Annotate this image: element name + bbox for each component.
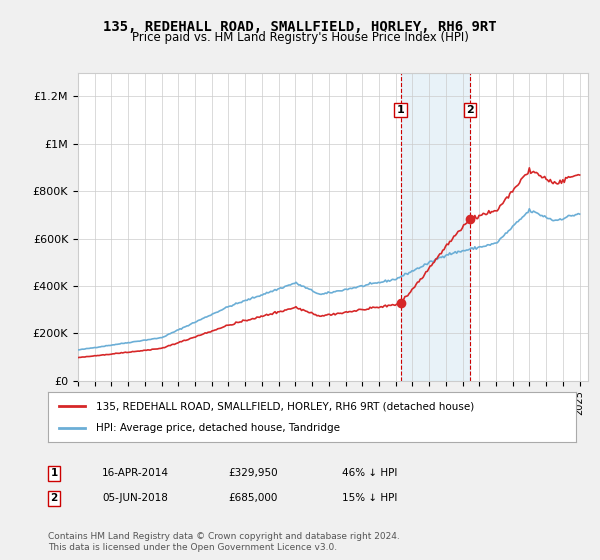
Text: 1: 1 xyxy=(397,105,404,115)
Text: HPI: Average price, detached house, Tandridge: HPI: Average price, detached house, Tand… xyxy=(95,423,340,433)
Text: 2: 2 xyxy=(466,105,473,115)
Text: 16-APR-2014: 16-APR-2014 xyxy=(102,468,169,478)
Text: 05-JUN-2018: 05-JUN-2018 xyxy=(102,493,168,503)
Bar xyxy=(401,73,470,381)
Text: 46% ↓ HPI: 46% ↓ HPI xyxy=(342,468,397,478)
Text: Price paid vs. HM Land Registry's House Price Index (HPI): Price paid vs. HM Land Registry's House … xyxy=(131,31,469,44)
Text: 15% ↓ HPI: 15% ↓ HPI xyxy=(342,493,397,503)
Text: Contains HM Land Registry data © Crown copyright and database right 2024.
This d: Contains HM Land Registry data © Crown c… xyxy=(48,532,400,552)
Text: £685,000: £685,000 xyxy=(228,493,277,503)
Text: 135, REDEHALL ROAD, SMALLFIELD, HORLEY, RH6 9RT (detached house): 135, REDEHALL ROAD, SMALLFIELD, HORLEY, … xyxy=(95,401,474,411)
Text: 1: 1 xyxy=(50,468,58,478)
Text: 135, REDEHALL ROAD, SMALLFIELD, HORLEY, RH6 9RT: 135, REDEHALL ROAD, SMALLFIELD, HORLEY, … xyxy=(103,20,497,34)
Text: 2: 2 xyxy=(50,493,58,503)
Text: £329,950: £329,950 xyxy=(228,468,278,478)
